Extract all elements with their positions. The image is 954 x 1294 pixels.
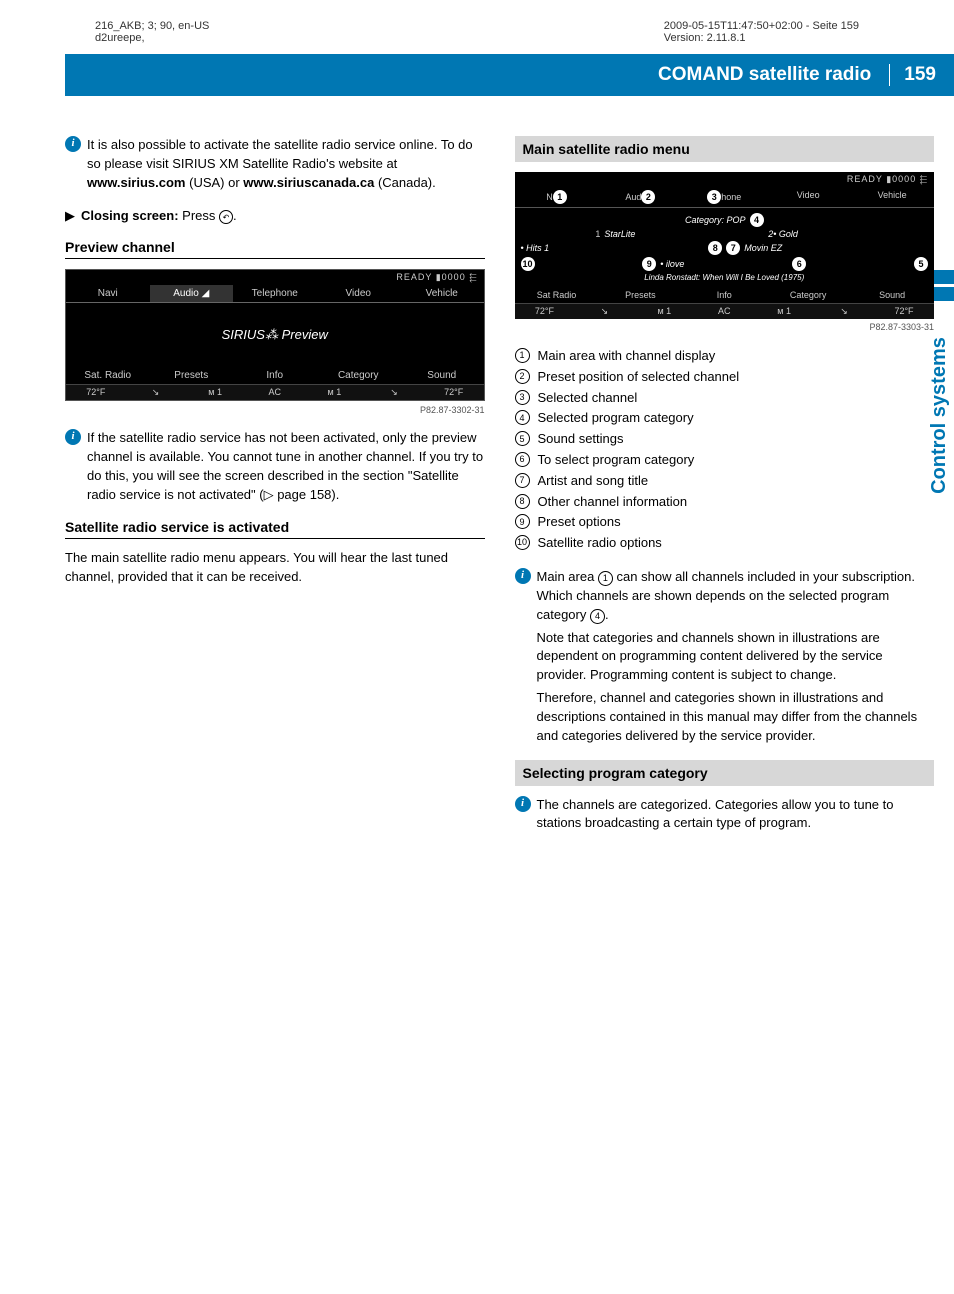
callout-item: 5Sound settings (515, 429, 935, 450)
circled-number-icon: 4 (515, 410, 530, 425)
info-note-online: i It is also possible to activate the sa… (65, 136, 485, 193)
circled-number-icon: 3 (515, 390, 530, 405)
ss1-caption: P82.87-3302-31 (65, 405, 485, 415)
heading-selecting-category: Selecting program category (515, 760, 935, 786)
heading-main-menu: Main satellite radio menu (515, 136, 935, 162)
circled-number-icon: 7 (515, 473, 530, 488)
para-activated: The main satellite radio menu appears. Y… (65, 549, 485, 587)
callout-4-icon: 4 (750, 213, 764, 227)
circled-number-icon: 5 (515, 431, 530, 446)
url-sirius-canada: www.siriuscanada.ca (243, 175, 374, 190)
url-sirius: www.sirius.com (87, 175, 186, 190)
ss1-tabs: Navi Audio ◢ Telephone Video Vehicle (66, 285, 484, 303)
info-text: It is also possible to activate the sate… (87, 136, 485, 193)
heading-preview-channel: Preview channel (65, 239, 485, 259)
side-tab: Control systems (924, 310, 954, 520)
callout-5-icon: 5 (914, 257, 928, 271)
circled-number-icon: 2 (515, 369, 530, 384)
ss2-menu: Sat Radio Presets Info Category Sound (515, 287, 935, 304)
meta-left-1: 216_AKB; 3; 90, en-US (95, 20, 209, 32)
meta-right-2: Version: 2.11.8.1 (664, 32, 859, 44)
left-column: i It is also possible to activate the sa… (65, 136, 485, 847)
callout-8-icon: 8 (708, 241, 722, 255)
circled-number-icon: 10 (515, 535, 530, 550)
callout-item: 4Selected program category (515, 408, 935, 429)
circled-number-icon: 4 (590, 609, 605, 624)
callout-item: 2Preset position of selected channel (515, 367, 935, 388)
callout-6-icon: 6 (792, 257, 806, 271)
callout-7-icon: 7 (726, 241, 740, 255)
triangle-bullet-icon: ▶ (65, 207, 75, 226)
callout-9-icon: 9 (642, 257, 656, 271)
back-button-icon: ↶ (219, 210, 233, 224)
heading-activated: Satellite radio service is activated (65, 519, 485, 539)
callout-1-icon: 1 (553, 190, 567, 204)
circled-number-icon: 9 (515, 514, 530, 529)
ss2-status: 72°F ↘ м 1 AC м 1 ↘ 72°F (515, 304, 935, 319)
meta-left: 216_AKB; 3; 90, en-US d2ureepe, (95, 20, 209, 44)
meta-right: 2009-05-15T11:47:50+02:00 - Seite 159 Ve… (664, 20, 859, 44)
ss1-center-text: SIRIUS⁂ Preview (66, 303, 484, 367)
page-number: 159 (889, 64, 936, 86)
ss2-caption: P82.87-3303-31 (515, 322, 935, 332)
info-note-not-activated: i If the satellite radio service has not… (65, 429, 485, 504)
callout-10-icon: 10 (521, 257, 535, 271)
right-column: Main satellite radio menu READY ▮0000 ⬱ … (515, 136, 935, 847)
doc-header-meta: 216_AKB; 3; 90, en-US d2ureepe, 2009-05-… (0, 0, 954, 54)
meta-left-2: d2ureepe, (95, 32, 209, 44)
callout-3-icon: 3 (707, 190, 721, 204)
callout-item: 7Artist and song title (515, 471, 935, 492)
ss1-menu: Sat. Radio Presets Info Category Sound (66, 367, 484, 385)
info-icon: i (65, 429, 81, 445)
circled-number-icon: 1 (515, 348, 530, 363)
ss1-status: 72°F ↘ м 1 AC м 1 ↘ 72°F (66, 385, 484, 400)
callout-item: 8Other channel information (515, 492, 935, 513)
info-note-main-area: i Main area 1 can show all channels incl… (515, 568, 935, 746)
circled-number-icon: 8 (515, 494, 530, 509)
info-icon: i (65, 136, 81, 152)
callout-item: 10Satellite radio options (515, 533, 935, 554)
meta-right-1: 2009-05-15T11:47:50+02:00 - Seite 159 (664, 20, 859, 32)
closing-label: Closing screen: (81, 208, 179, 223)
main-menu-screenshot: READY ▮0000 ⬱ N1 Aud2 3hone Video Vehicl… (515, 172, 935, 319)
ss1-ready: READY ▮0000 ⬱ (66, 270, 484, 285)
circled-number-icon: 6 (515, 452, 530, 467)
callout-item: 9Preset options (515, 512, 935, 533)
ss2-tabs: N1 Aud2 3hone Video Vehicle (515, 187, 935, 208)
info-icon: i (515, 796, 531, 812)
ss2-artist: Linda Ronstadt: When Will I Be Loved (19… (515, 272, 935, 283)
callout-legend: 1Main area with channel display 2Preset … (515, 346, 935, 554)
side-tab-label: Control systems (928, 337, 951, 494)
info-note-categories: i The channels are categorized. Categori… (515, 796, 935, 834)
info-icon: i (515, 568, 531, 584)
callout-2-icon: 2 (641, 190, 655, 204)
ss2-ready: READY ▮0000 ⬱ (515, 172, 935, 187)
callout-item: 3Selected channel (515, 388, 935, 409)
closing-step: ▶ Closing screen: Press ↶. (65, 207, 485, 226)
circled-number-icon: 1 (598, 571, 613, 586)
callout-item: 6To select program category (515, 450, 935, 471)
section-title: COMAND satellite radio (658, 64, 871, 86)
callout-item: 1Main area with channel display (515, 346, 935, 367)
preview-screenshot: READY ▮0000 ⬱ Navi Audio ◢ Telephone Vid… (65, 269, 485, 401)
section-title-band: COMAND satellite radio 159 (65, 54, 954, 96)
